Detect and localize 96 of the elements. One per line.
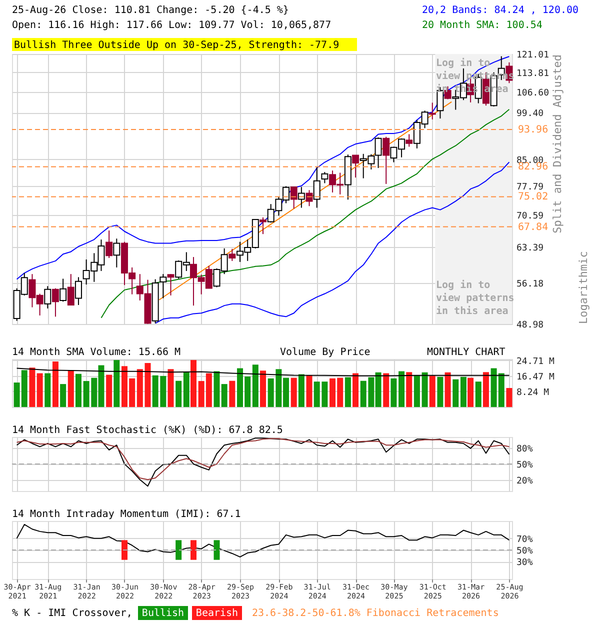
y-tick-label: 50%	[516, 460, 534, 470]
y-tick-label: 30%	[516, 558, 534, 568]
bar	[190, 360, 196, 407]
text: % K - IMI Crossover,	[12, 608, 132, 619]
bar	[44, 373, 51, 407]
text: Bearish	[196, 608, 238, 619]
candlestick	[406, 134, 413, 148]
bar	[52, 361, 58, 407]
bar	[437, 376, 444, 407]
bar	[106, 374, 112, 407]
y-tick-label: 20%	[516, 476, 534, 487]
bar	[344, 377, 351, 407]
bar	[383, 373, 390, 407]
y-tick-label: 121.01	[516, 50, 550, 60]
y-tick-label: 77.79	[516, 182, 544, 192]
bar	[482, 372, 489, 407]
bar	[398, 371, 405, 407]
y-tick-label: 50%	[516, 546, 534, 556]
bar	[475, 382, 482, 407]
candlestick	[67, 274, 74, 306]
candlestick	[228, 248, 236, 262]
candlestick	[160, 274, 167, 299]
bar	[422, 372, 428, 407]
y-tick-label: 48.98	[516, 320, 544, 330]
y-tick-label: 113.81	[516, 68, 550, 79]
text: Bullish	[142, 608, 184, 619]
bar	[252, 364, 258, 407]
bar	[290, 378, 297, 407]
text: Logarithmic	[577, 251, 590, 324]
bar	[36, 373, 43, 407]
candlestick	[113, 238, 120, 268]
y-tick-label: 8.24 M	[516, 388, 550, 398]
y-tick-label: 56.18	[516, 280, 544, 290]
chart-title: 25-Aug-26 Close: 110.81 Change: -5.20 {-4.5 %}	[12, 5, 289, 16]
bar	[75, 374, 82, 407]
bar	[60, 384, 66, 407]
candlestick	[260, 216, 267, 235]
bar	[506, 388, 512, 407]
bar	[114, 360, 120, 407]
bar	[444, 372, 451, 407]
chart-subtitle: Open: 116.16 High: 117.66 Low: 109.77 Vol: 10,065,877	[12, 20, 332, 31]
bar	[306, 375, 312, 407]
candlestick	[290, 186, 298, 210]
candlestick	[321, 171, 328, 184]
bar	[29, 368, 36, 407]
chart-title: 14 Month Fast Stochastic (%K) (%D): 67.8 82.5	[12, 425, 283, 436]
bar	[468, 378, 474, 407]
candlestick	[306, 190, 313, 207]
candlestick	[313, 166, 320, 208]
line-series	[16, 368, 510, 376]
candlestick	[52, 288, 59, 318]
bar	[229, 380, 236, 407]
y-tick-label: 99.40	[516, 109, 544, 120]
y-tick-label: 70%	[516, 534, 534, 545]
candlestick	[60, 278, 67, 302]
bar	[298, 374, 304, 407]
bar	[352, 373, 359, 407]
candlestick	[167, 274, 174, 296]
bar	[414, 375, 420, 407]
bar	[406, 372, 412, 407]
bar	[176, 380, 182, 407]
ref-line-label: 93.96	[518, 124, 548, 136]
y-tick-label: 70.59	[516, 211, 544, 222]
candlestick	[106, 230, 113, 258]
bar	[168, 369, 174, 407]
line-series	[16, 524, 510, 558]
candlestick	[352, 154, 360, 178]
bar	[452, 379, 459, 407]
bar	[460, 376, 466, 407]
bar	[390, 378, 397, 407]
y-axis-title: Split and Dividend Adjusted	[551, 54, 564, 234]
ref-line-label: 67.84	[518, 222, 548, 233]
y-tick-label: 24.71 M	[516, 356, 556, 367]
bar	[429, 376, 436, 407]
candlestick	[382, 136, 390, 184]
text: Bullish Three Outside Up on 30-Sep-25, Strength: -77.9	[14, 40, 340, 51]
ref-line-label: 82.96	[518, 162, 548, 173]
bar	[183, 372, 190, 407]
candlestick	[44, 286, 52, 309]
y-tick-label: 16.47 M	[516, 372, 556, 382]
text: 23.6-38.2-50-61.8% Fibonacci Retracements	[252, 608, 499, 619]
text: MONTHLY CHART	[427, 347, 506, 358]
candlestick	[298, 186, 305, 208]
chart-title: 14 Month SMA Volume: 15.66 M	[12, 347, 181, 358]
bar	[68, 370, 74, 407]
bar	[260, 370, 266, 407]
y-tick-label: 106.60	[516, 88, 550, 98]
candlestick	[74, 276, 82, 306]
ref-line-label: 75.02	[518, 192, 548, 203]
y-tick-label: 63.39	[516, 244, 544, 254]
text: 20 Month SMA: 100.54	[422, 20, 542, 31]
chart-title: 14 Month Intraday Momentum (IMI): 67.1	[12, 509, 241, 520]
text: Volume By Price	[280, 347, 370, 358]
annotation: Log in to view patterns in this area	[436, 279, 514, 317]
text: 20,2 Bands: 84.24 , 120.00	[422, 5, 579, 16]
y-tick-label: 80%	[516, 444, 534, 454]
